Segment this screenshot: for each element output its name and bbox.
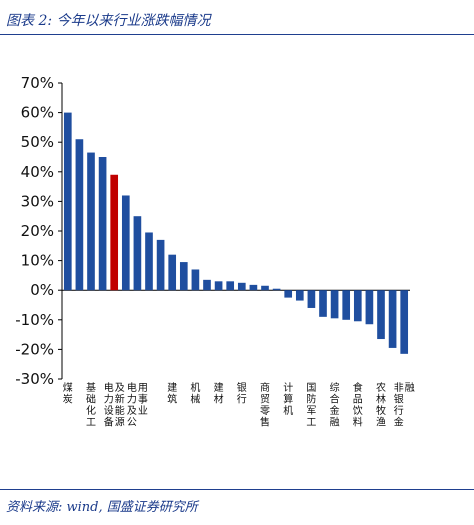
x-tick-label: 国防军工 [306, 382, 316, 429]
bar-16 [249, 284, 258, 291]
y-tick-label: -30% [15, 370, 54, 388]
x-tick-label-column: 农林牧渔 [376, 381, 386, 429]
y-tick-label: 30% [21, 192, 54, 210]
bar-12 [203, 279, 211, 291]
bar-2 [87, 152, 95, 291]
x-tick-label-column: 用事业 [138, 383, 148, 417]
x-tick-label: 银行 [237, 381, 247, 406]
bar-19 [284, 290, 293, 298]
bar-7 [145, 232, 153, 291]
y-tick-label: 20% [21, 222, 54, 240]
bar-20 [295, 290, 304, 301]
bar-9 [168, 254, 177, 291]
footer-rule [0, 489, 474, 490]
x-tick-label-column: 食品饮料 [353, 381, 363, 429]
bar-29 [400, 290, 409, 354]
bar-14 [226, 281, 235, 291]
y-tick-label: -10% [15, 311, 54, 329]
x-tick-label: 煤炭 [63, 381, 73, 406]
bar-24 [342, 290, 351, 320]
bar-10 [179, 262, 188, 291]
x-tick-label-column: 银行 [237, 381, 247, 406]
bar-22 [319, 290, 327, 317]
bar-chart: -30% -20% -10% 0% 10% 20% 30% 40% 50% 60% 70% 煤炭基础… [15, 74, 415, 429]
bar-1 [75, 139, 84, 291]
bar-25 [353, 290, 362, 322]
x-tick-label-column: 国防军工 [306, 382, 316, 429]
x-tick-label: 机械 [190, 381, 200, 406]
bar-4 [110, 174, 119, 291]
x-tick-label: 建筑 [167, 381, 177, 406]
x-tick-label: 基础化工 [86, 381, 96, 429]
x-tick-label-column: 建材 [214, 381, 224, 406]
y-tick-label: 60% [21, 104, 54, 122]
bar-26 [365, 290, 374, 325]
x-tick-label-column: 融 [405, 382, 415, 394]
bar-6 [133, 216, 142, 291]
x-tick-label-column: 及新能源 [115, 382, 125, 429]
bar-11 [191, 269, 200, 291]
y-tick-label: 0% [30, 281, 54, 299]
x-tick-label-column: 综合金融 [330, 381, 340, 429]
x-tick-label-column: 计算机 [283, 381, 293, 417]
bar-8 [156, 239, 165, 291]
source-note: 资料来源: wind, 国盛证券研究所 [6, 500, 198, 515]
y-tick-label: -20% [15, 340, 54, 358]
x-tick-label: 农林牧渔 [376, 381, 386, 429]
x-tick-label: 计算机 [283, 381, 293, 417]
bar-21 [307, 290, 316, 308]
y-tick-label: 40% [21, 163, 54, 181]
x-tick-label: 综合金融 [330, 381, 340, 429]
bar-3 [98, 157, 107, 291]
x-tick-label-column: 基础化工 [86, 381, 96, 429]
x-tick-label-column: 煤炭 [63, 381, 73, 406]
x-tick-label: 商贸零售 [260, 381, 270, 429]
x-tick-label-column: 机械 [190, 381, 200, 406]
x-tick-label: 食品饮料 [353, 381, 363, 429]
y-tick-label: 50% [21, 133, 54, 151]
x-tick-label-column: 商贸零售 [260, 381, 270, 429]
bar-28 [388, 290, 397, 348]
bar-13 [214, 281, 223, 291]
x-tick-label-column: 建筑 [167, 381, 177, 406]
x-axis-labels: 煤炭基础化工电力设备及新能源电力及公用事业建筑机械建材银行商贸零售计算机国防军工… [63, 381, 415, 429]
y-tick-label: 70% [21, 74, 54, 92]
x-tick-label-column: 电力设备 [104, 381, 114, 429]
header-rule [0, 34, 474, 35]
bar-0 [63, 112, 72, 291]
bar-series [63, 112, 409, 354]
bar-27 [377, 290, 385, 340]
y-axis: -30% -20% -10% 0% 10% 20% 30% 40% 50% 60% 70% [15, 74, 410, 388]
x-tick-label-column: 非银行金 [394, 382, 404, 429]
x-tick-label: 建材 [214, 381, 224, 406]
bar-5 [121, 195, 130, 291]
x-tick-label-column: 电力及公 [127, 381, 137, 429]
bar-17 [261, 285, 269, 291]
bar-15 [237, 282, 246, 291]
y-tick-label: 10% [21, 252, 54, 270]
bar-23 [330, 290, 339, 319]
chart-title: 图表 2: 今年以来行业涨跌幅情况 [6, 13, 211, 29]
bar-18 [272, 288, 281, 291]
